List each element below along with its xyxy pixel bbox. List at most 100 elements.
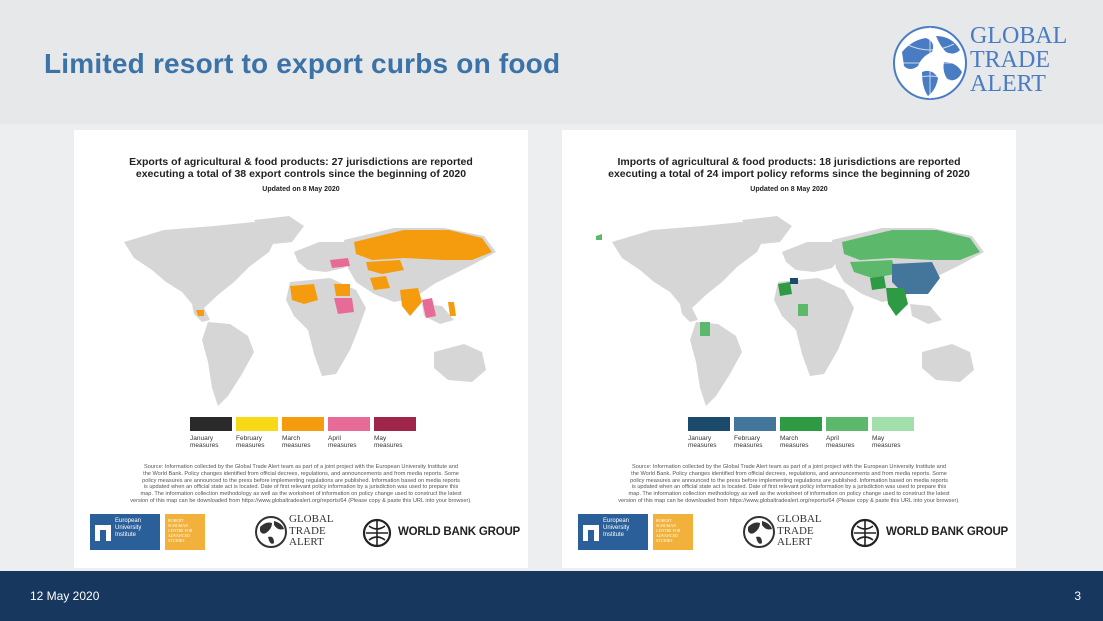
panel-updated: Updated on 8 May 2020 (750, 186, 828, 193)
world-bank-globe-icon (850, 518, 880, 548)
legend: January measures February measures March me… (678, 417, 918, 457)
globe-icon (255, 516, 287, 548)
russia-highlight (354, 230, 492, 260)
world-bank-logo: WORLD BANK GROUP (850, 518, 1010, 548)
panel-title: Imports of agricultural & food products:… (562, 156, 1016, 180)
legend-label: January measures (190, 435, 219, 449)
india-highlight (400, 288, 422, 316)
legend-label: January measures (688, 435, 717, 449)
source-note: Source: Information collected by the Glo… (618, 464, 960, 504)
australia (922, 344, 974, 382)
greenland-tip-highlight (596, 234, 602, 240)
legend-label: March measures (780, 435, 809, 449)
myanmar-highlight (422, 298, 436, 318)
central-america (680, 304, 698, 322)
north-america (124, 222, 279, 308)
legend-swatch (734, 417, 776, 431)
legend-swatch (236, 417, 278, 431)
world-map-imports (596, 216, 984, 406)
legend-label: May measures (374, 435, 403, 449)
colombia-highlight (700, 322, 710, 336)
legend-item: March measures (282, 417, 326, 449)
afghanistan-highlight (870, 276, 886, 290)
panel-title-line: executing a total of 24 import policy re… (608, 168, 970, 180)
legend-item: February measures (236, 417, 280, 449)
world-bank-globe-icon (362, 518, 392, 548)
eui-building-icon (583, 525, 599, 541)
eui-logo: European University Institute ROBERT SCHUMA… (90, 514, 205, 550)
eui-building-icon (95, 525, 111, 541)
legend-swatch (374, 417, 416, 431)
honduras-highlight (196, 310, 204, 316)
slide-footer: 12 May 2020 3 (0, 571, 1103, 621)
globe-icon (893, 26, 967, 100)
legend-swatch (872, 417, 914, 431)
gta-small-logo: GLOBAL TRADE ALERT (254, 512, 349, 552)
algeria-highlight (790, 278, 798, 284)
sudan-highlight (334, 298, 354, 314)
legend-label: May measures (872, 435, 901, 449)
global-trade-alert-logo: GLOBAL TRADE ALERT (892, 22, 1082, 104)
brand-line: TRADE (970, 47, 1050, 73)
legend-swatch (282, 417, 324, 431)
ukraine-highlight (330, 258, 350, 268)
panel-title-line: Imports of agricultural & food products:… (617, 156, 961, 168)
slide-header: Limited resort to export curbs on food G… (0, 0, 1103, 124)
morocco-highlight (778, 282, 792, 296)
legend-item: March measures (780, 417, 824, 449)
legend-item: April measures (826, 417, 870, 449)
globe-icon (743, 516, 775, 548)
legend-label: April measures (328, 435, 357, 449)
greenland (742, 216, 792, 244)
greenland (254, 216, 304, 244)
brand-line: ALERT (970, 71, 1046, 97)
legend-item: May measures (374, 417, 418, 449)
imports-map-panel: Imports of agricultural & food products:… (562, 130, 1016, 568)
russia-highlight (842, 230, 980, 260)
legend-label: April measures (826, 435, 855, 449)
legend-label: February measures (236, 435, 265, 449)
schuman-centre-logo: ROBERT SCHUMAN CENTRE FOR ADVANCED STUDIES (165, 514, 205, 550)
gta-small-logo: GLOBAL TRADE ALERT (742, 512, 837, 552)
panel-title-line: Exports of agricultural & food products:… (129, 156, 473, 168)
panel-title: Exports of agricultural & food products:… (74, 156, 528, 180)
nigeria-highlight (798, 304, 808, 316)
page-number: 3 (1074, 589, 1081, 603)
central-asia-highlight (850, 260, 896, 278)
north-america (612, 222, 767, 308)
china-highlight (892, 262, 940, 294)
egypt-highlight (334, 284, 350, 296)
se-asia (910, 304, 942, 324)
eui-logo: European University Institute ROBERT SCHUMA… (578, 514, 693, 550)
iran-highlight (370, 276, 390, 290)
legend-swatch (826, 417, 868, 431)
schuman-centre-logo: ROBERT SCHUMAN CENTRE FOR ADVANCED STUDIES (653, 514, 693, 550)
panel-title-line: executing a total of 38 export controls … (135, 168, 467, 180)
legend-item: May measures (872, 417, 916, 449)
brand-line: GLOBAL (970, 23, 1068, 49)
world-map-exports (124, 216, 496, 406)
south-america (690, 322, 742, 406)
kazakhstan-highlight (366, 260, 404, 274)
panel-updated: Updated on 8 May 2020 (262, 186, 340, 193)
africa (774, 278, 854, 376)
legend-swatch (688, 417, 730, 431)
slide-date: 12 May 2020 (30, 589, 100, 603)
world-bank-logo: WORLD BANK GROUP (362, 518, 522, 548)
south-america (202, 322, 254, 406)
legend-item: February measures (734, 417, 778, 449)
source-note: Source: Information collected by the Glo… (130, 464, 472, 504)
europe (782, 242, 842, 272)
philippines-highlight (448, 302, 456, 316)
exports-map-panel: Exports of agricultural & food products:… (74, 130, 528, 568)
legend-item: January measures (190, 417, 234, 449)
legend-label: March measures (282, 435, 311, 449)
legend-swatch (780, 417, 822, 431)
west-africa-highlight (290, 284, 318, 304)
legend-swatch (328, 417, 370, 431)
india-highlight (886, 288, 908, 316)
legend-swatch (190, 417, 232, 431)
legend: January measures February measures March me… (190, 417, 430, 457)
australia (434, 344, 486, 382)
slide-title: Limited resort to export curbs on food (44, 48, 561, 79)
